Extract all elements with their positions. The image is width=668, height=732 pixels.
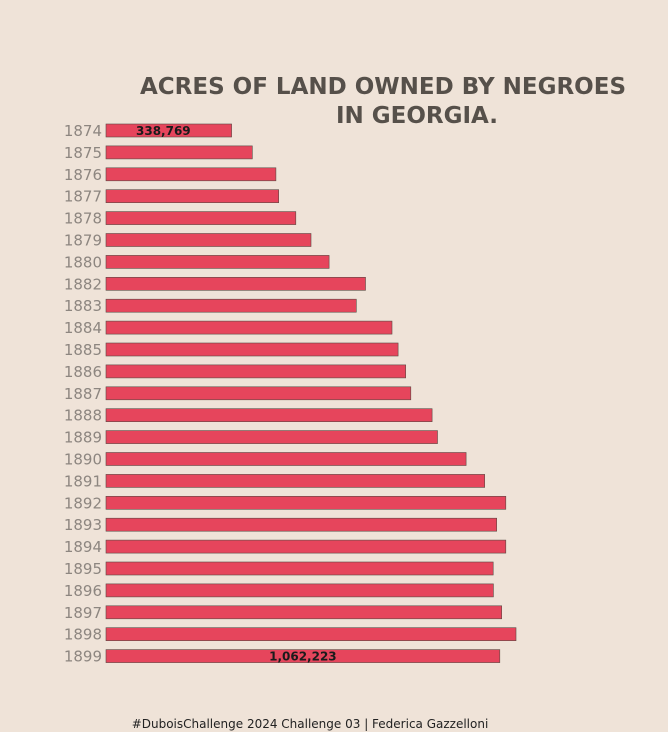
bar-1879 <box>105 233 312 247</box>
bar-1880 <box>105 255 330 269</box>
chart-title-line-1: ACRES OF LAND OWNED BY NEGROES <box>140 74 626 100</box>
year-label-1899: 1899 <box>64 648 102 666</box>
bar-1895 <box>105 561 494 576</box>
year-label-1896: 1896 <box>64 582 102 600</box>
bar-1897 <box>105 605 503 620</box>
year-label-1894: 1894 <box>64 538 102 556</box>
year-label-1889: 1889 <box>64 429 102 447</box>
bar-1874 <box>105 123 232 138</box>
bar-1882 <box>105 276 366 291</box>
bars-group: 1874 338,769 1875 1876 1877 1878 1879 1880 1882 1… <box>64 122 517 666</box>
year-label-1887: 1887 <box>64 385 102 403</box>
year-label-1882: 1882 <box>64 275 102 293</box>
bar-1883 <box>105 298 357 313</box>
bar-1899 <box>105 649 501 663</box>
bar-1893 <box>105 517 498 532</box>
year-label-1874: 1874 <box>64 122 102 140</box>
year-label-1877: 1877 <box>64 188 102 206</box>
year-label-1883: 1883 <box>64 297 102 315</box>
year-label-1875: 1875 <box>64 144 102 162</box>
year-label-1891: 1891 <box>64 472 102 490</box>
bar-1896 <box>105 583 494 598</box>
data-label-1874: 338,769 <box>136 124 191 138</box>
year-label-1892: 1892 <box>64 494 102 512</box>
bar-1885 <box>105 342 399 357</box>
bar-1889 <box>105 430 438 444</box>
year-label-1884: 1884 <box>64 319 102 337</box>
year-label-1886: 1886 <box>64 363 102 381</box>
bar-1894 <box>105 539 507 554</box>
year-label-1897: 1897 <box>64 604 102 622</box>
bar-1877 <box>105 189 279 203</box>
bar-1892 <box>105 495 507 510</box>
year-label-1876: 1876 <box>64 166 102 184</box>
year-label-1888: 1888 <box>64 407 102 425</box>
bar-1876 <box>105 167 277 182</box>
bar-1886 <box>105 364 407 379</box>
year-label-1893: 1893 <box>64 516 102 534</box>
bar-1890 <box>105 452 467 466</box>
year-label-1878: 1878 <box>64 210 102 228</box>
bar-1884 <box>105 320 393 335</box>
year-label-1898: 1898 <box>64 626 102 644</box>
year-label-1890: 1890 <box>64 451 102 469</box>
chart-title-line-2: IN GEORGIA. <box>336 103 498 129</box>
bar-1875 <box>105 145 253 160</box>
bar-1878 <box>105 211 297 225</box>
data-label-1899: 1,062,223 <box>269 650 337 664</box>
bar-1887 <box>105 386 412 401</box>
year-label-1895: 1895 <box>64 560 102 578</box>
year-label-1885: 1885 <box>64 341 102 359</box>
caption: #DuboisChallenge 2024 Challenge 03 | Fed… <box>132 717 489 731</box>
bar-1888 <box>105 408 433 423</box>
bar-1898 <box>105 627 517 642</box>
year-label-1880: 1880 <box>64 253 102 271</box>
bar-1891 <box>105 474 486 488</box>
year-label-1879: 1879 <box>64 232 102 250</box>
